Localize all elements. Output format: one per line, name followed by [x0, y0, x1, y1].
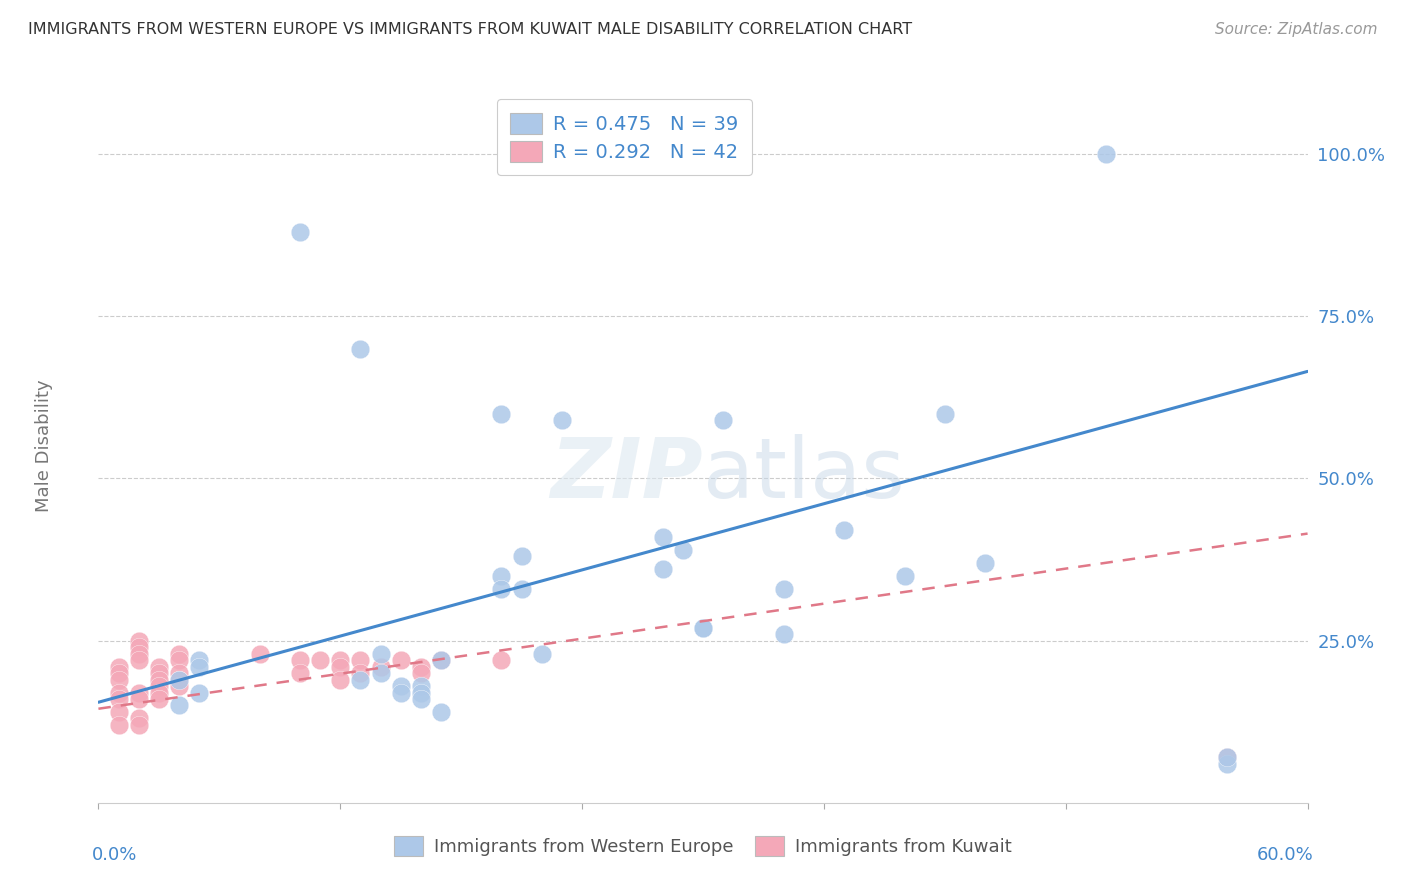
Text: ZIP: ZIP — [550, 434, 703, 515]
Point — [1216, 756, 1239, 771]
Point — [288, 225, 311, 239]
Point — [711, 413, 734, 427]
Point — [128, 640, 150, 654]
Point — [107, 718, 129, 732]
Point — [148, 685, 170, 699]
Point — [491, 407, 513, 421]
Point — [510, 582, 533, 596]
Point — [349, 666, 371, 681]
Point — [672, 542, 695, 557]
Text: Male Disability: Male Disability — [35, 380, 53, 512]
Point — [107, 666, 129, 681]
Point — [188, 659, 211, 673]
Point — [148, 666, 170, 681]
Point — [249, 647, 271, 661]
Point — [329, 659, 352, 673]
Point — [389, 679, 412, 693]
Point — [530, 647, 553, 661]
Point — [430, 653, 453, 667]
Point — [772, 627, 794, 641]
Point — [349, 653, 371, 667]
Point — [370, 659, 392, 673]
Point — [893, 568, 915, 582]
Point — [389, 653, 412, 667]
Point — [409, 666, 432, 681]
Point — [148, 673, 170, 687]
Point — [148, 679, 170, 693]
Point — [370, 647, 392, 661]
Point — [430, 653, 453, 667]
Point — [107, 705, 129, 719]
Point — [370, 666, 392, 681]
Point — [329, 653, 352, 667]
Point — [510, 549, 533, 564]
Point — [128, 653, 150, 667]
Point — [491, 568, 513, 582]
Text: Source: ZipAtlas.com: Source: ZipAtlas.com — [1215, 22, 1378, 37]
Point — [128, 685, 150, 699]
Point — [167, 698, 190, 713]
Point — [288, 653, 311, 667]
Point — [128, 633, 150, 648]
Point — [128, 718, 150, 732]
Point — [491, 582, 513, 596]
Point — [188, 653, 211, 667]
Point — [409, 692, 432, 706]
Point — [772, 582, 794, 596]
Point — [167, 673, 190, 687]
Point — [692, 621, 714, 635]
Point — [167, 679, 190, 693]
Text: atlas: atlas — [703, 434, 904, 515]
Point — [167, 647, 190, 661]
Point — [167, 666, 190, 681]
Text: IMMIGRANTS FROM WESTERN EUROPE VS IMMIGRANTS FROM KUWAIT MALE DISABILITY CORRELA: IMMIGRANTS FROM WESTERN EUROPE VS IMMIGR… — [28, 22, 912, 37]
Point — [128, 692, 150, 706]
Point — [349, 342, 371, 356]
Point — [832, 524, 855, 538]
Point — [389, 685, 412, 699]
Point — [409, 685, 432, 699]
Point — [974, 556, 997, 570]
Point — [148, 659, 170, 673]
Legend: Immigrants from Western Europe, Immigrants from Kuwait: Immigrants from Western Europe, Immigran… — [385, 827, 1021, 865]
Point — [1216, 750, 1239, 764]
Point — [934, 407, 956, 421]
Point — [128, 711, 150, 725]
Point — [409, 679, 432, 693]
Point — [309, 653, 332, 667]
Point — [167, 653, 190, 667]
Point — [148, 692, 170, 706]
Point — [107, 659, 129, 673]
Point — [1216, 750, 1239, 764]
Point — [107, 685, 129, 699]
Point — [651, 562, 673, 576]
Point — [1095, 147, 1118, 161]
Text: 0.0%: 0.0% — [93, 846, 138, 863]
Point — [128, 647, 150, 661]
Point — [107, 692, 129, 706]
Point — [491, 653, 513, 667]
Point — [692, 621, 714, 635]
Point — [167, 673, 190, 687]
Point — [651, 530, 673, 544]
Point — [329, 673, 352, 687]
Point — [409, 659, 432, 673]
Point — [188, 685, 211, 699]
Text: 60.0%: 60.0% — [1257, 846, 1313, 863]
Point — [107, 673, 129, 687]
Point — [349, 673, 371, 687]
Point — [288, 666, 311, 681]
Point — [551, 413, 574, 427]
Point — [430, 705, 453, 719]
